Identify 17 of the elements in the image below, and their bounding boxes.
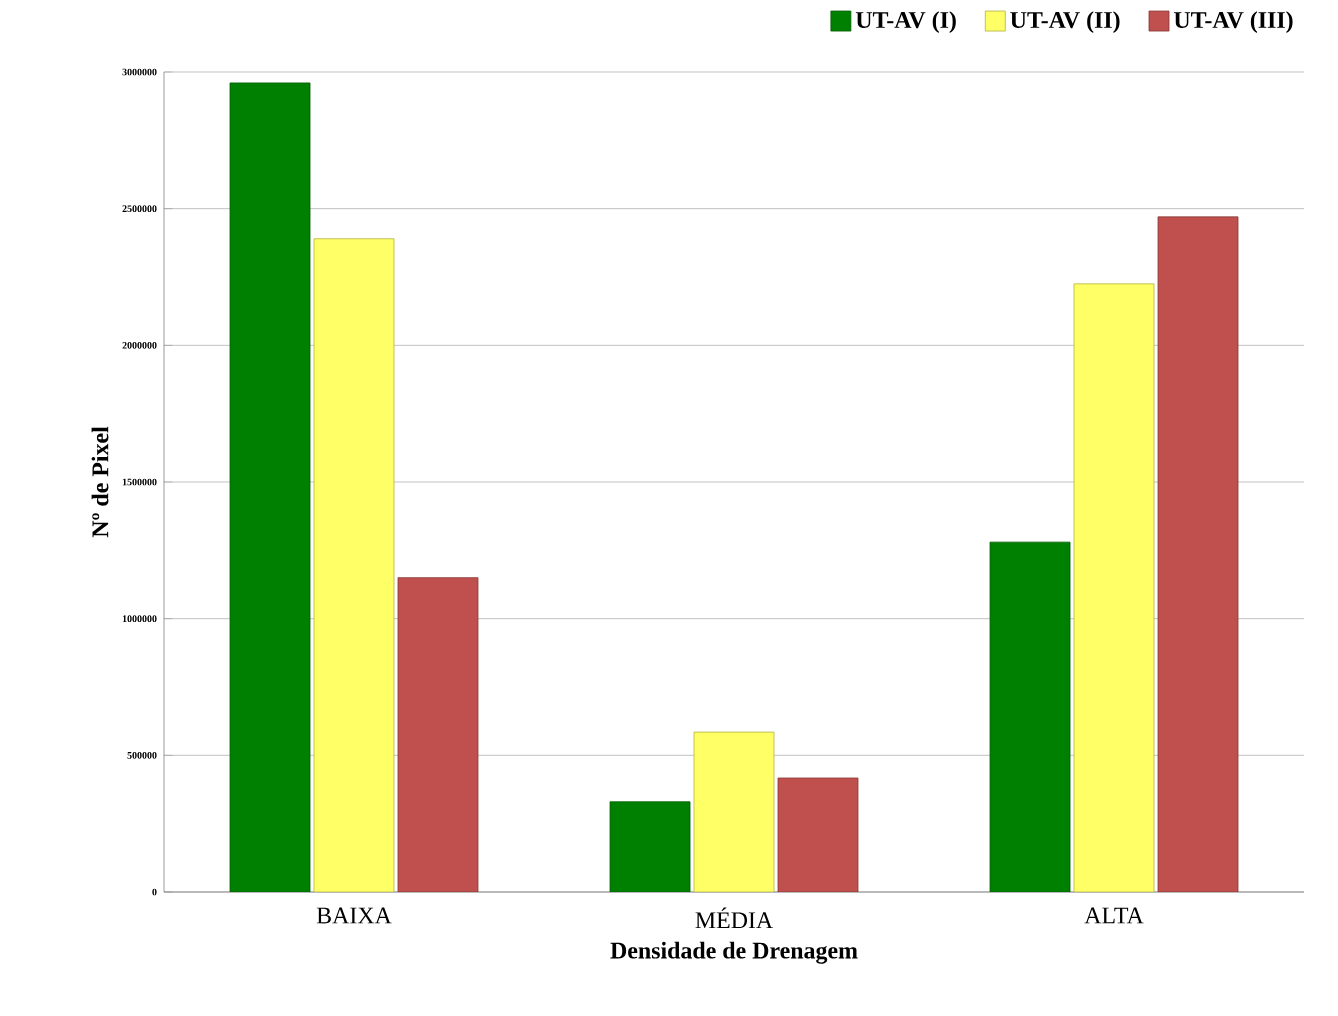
- bar: [1157, 216, 1239, 892]
- legend-label: UT-AV (III): [1173, 11, 1293, 33]
- legend-label: UT-AV (II): [1010, 11, 1120, 33]
- bar: [1073, 283, 1155, 892]
- bar: [229, 82, 311, 892]
- x-axis-title: Densidade de Drenagem: [610, 941, 858, 964]
- bar: [989, 541, 1071, 892]
- x-tick-label: ALTA: [1084, 907, 1144, 924]
- bar: [313, 238, 395, 892]
- bar: [609, 801, 691, 892]
- bar: [777, 777, 859, 892]
- x-tick-label: MÉDIA: [695, 907, 774, 929]
- y-axis-title: Nº de Pixel: [91, 426, 109, 538]
- bar: [693, 731, 775, 892]
- x-tick-label: BAIXA: [316, 907, 392, 924]
- legend-label: UT-AV (I): [855, 11, 956, 33]
- bar: [397, 577, 479, 892]
